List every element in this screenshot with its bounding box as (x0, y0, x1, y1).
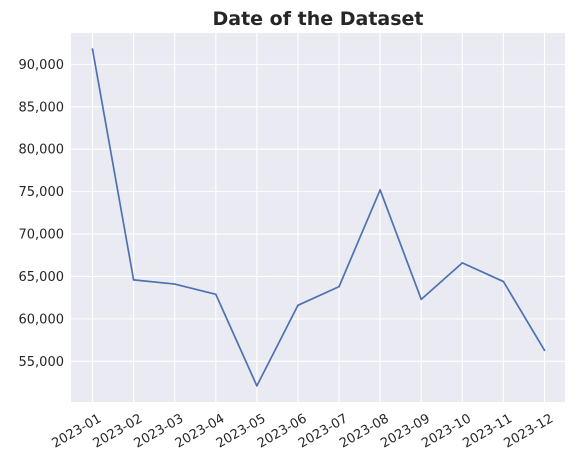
data-point (502, 280, 505, 283)
y-tick-label: 55,000 (19, 355, 65, 370)
data-point (461, 262, 464, 264)
data-point (132, 279, 135, 281)
x-tick-labels: 2023-012023-022023-032023-042023-052023-… (50, 411, 557, 451)
data-point (338, 285, 340, 288)
data-point (91, 48, 94, 50)
data-point (543, 349, 546, 352)
y-tick-label: 80,000 (19, 143, 65, 158)
y-tick-label: 90,000 (19, 58, 65, 73)
y-gridlines (71, 63, 565, 362)
x-gridlines (91, 33, 546, 402)
y-tick-label: 75,000 (19, 185, 65, 200)
data-point (214, 293, 217, 296)
data-point (420, 298, 423, 301)
chart-title: Date of the Dataset (213, 8, 424, 30)
y-tick-label: 85,000 (19, 100, 65, 115)
series-line (91, 48, 546, 387)
plot-area (71, 33, 565, 402)
y-tick-label: 70,000 (19, 228, 65, 243)
y-tick-label: 65,000 (19, 270, 65, 285)
data-point (379, 189, 381, 191)
data-point (297, 304, 299, 307)
y-tick-label: 60,000 (19, 312, 65, 327)
series-layer (91, 48, 546, 387)
data-point (256, 385, 258, 387)
y-tick-labels: 55,000 60,000 65,000 70,000 75,000 80,000 85,0… (19, 58, 65, 370)
data-point (173, 283, 176, 285)
